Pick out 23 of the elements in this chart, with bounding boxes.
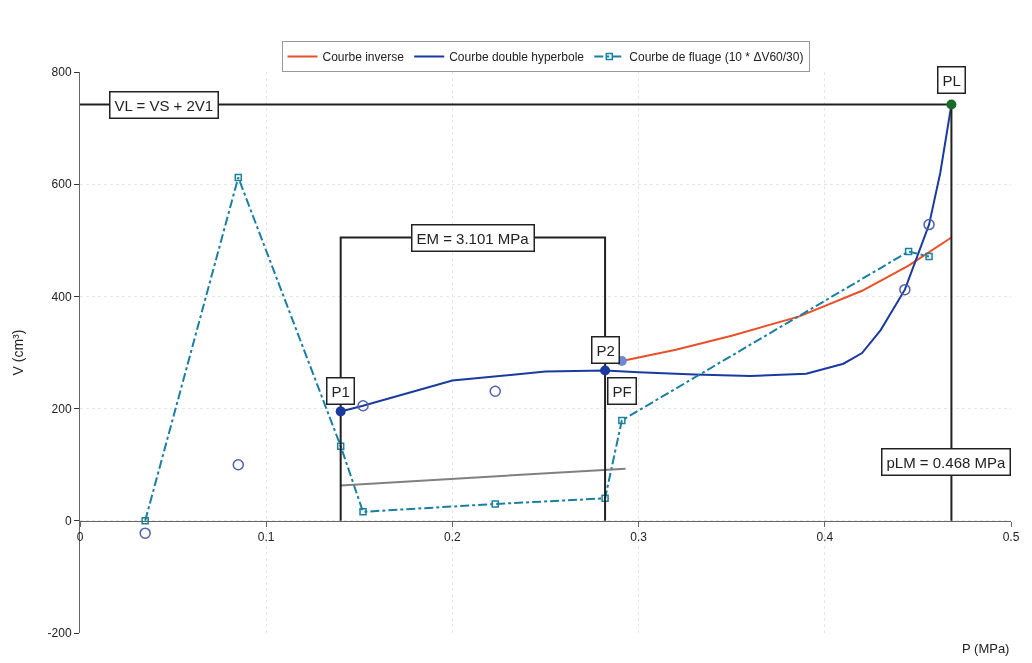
- annotation: PF: [612, 382, 632, 400]
- y-tick-label: 400: [51, 289, 72, 304]
- x-tick-label: 0.4: [816, 530, 834, 545]
- y-tick-label: -200: [47, 626, 72, 641]
- y-tick-label: 200: [51, 401, 72, 416]
- annotation: P1: [331, 382, 350, 400]
- x-tick-label: 0.5: [1002, 530, 1020, 545]
- x-tick-label: 0.3: [630, 530, 648, 545]
- x-tick-label: 0.1: [257, 530, 275, 545]
- legend-label: Courbe double hyperbole: [449, 50, 585, 65]
- x-tick-label: 0.2: [444, 530, 462, 545]
- y-tick-label: 800: [51, 65, 72, 80]
- y-axis-title: V (cm³): [10, 329, 27, 376]
- y-tick-label: 0: [64, 514, 72, 528]
- annotation: P2: [596, 341, 615, 359]
- annotation: PL: [942, 71, 961, 89]
- legend-label: Courbe inverse: [322, 50, 405, 65]
- annotation: EM = 3.101 MPa: [416, 229, 530, 247]
- y-tick-label: 600: [51, 177, 72, 192]
- legend-label: Courbe de fluage (10 * ΔV60/30): [629, 50, 804, 65]
- x-axis-title: P (MPa): [962, 641, 1010, 656]
- annotation: VL = VS + 2V1: [114, 96, 214, 114]
- annotation: pLM = 0.468 MPa: [886, 453, 1006, 471]
